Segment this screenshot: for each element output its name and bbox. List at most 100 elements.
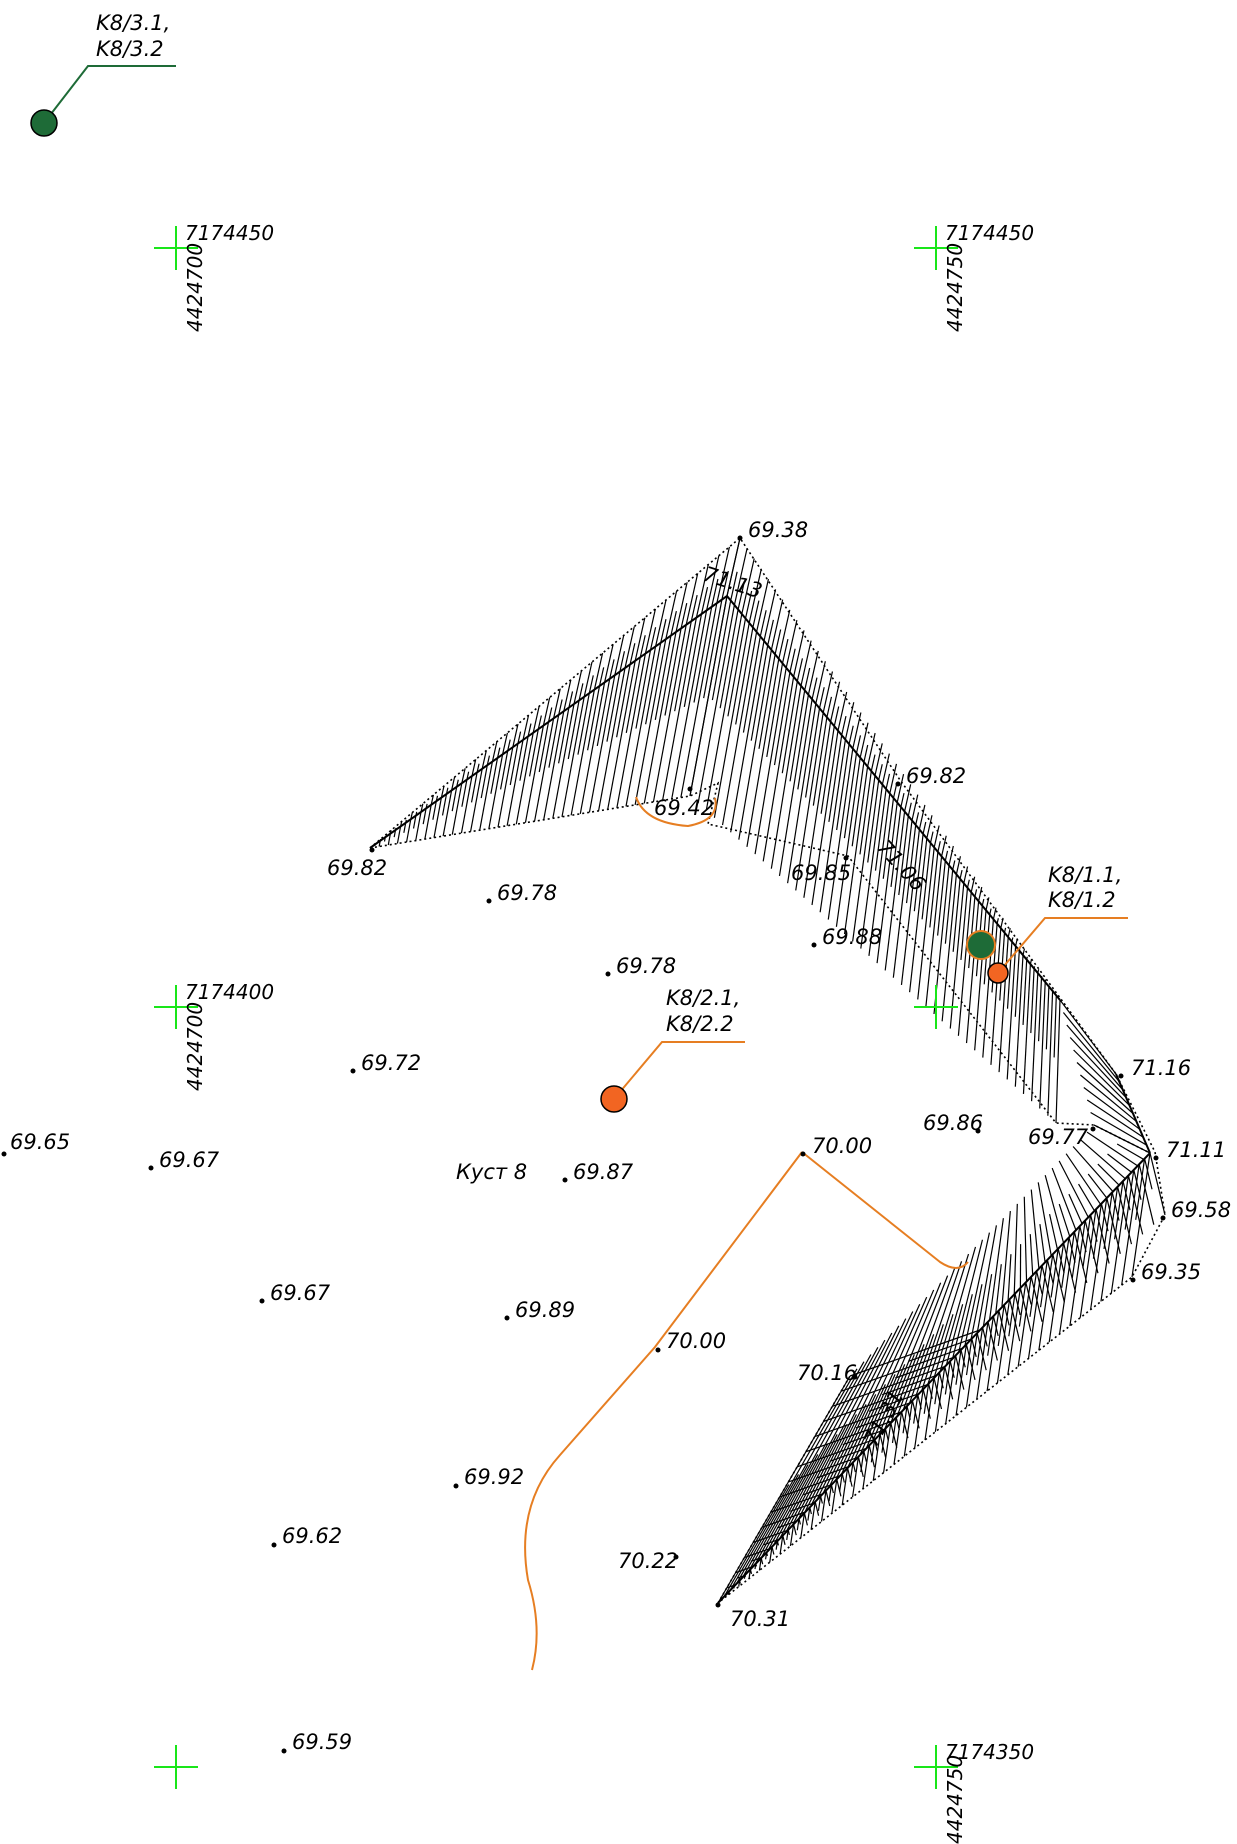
hatch-stroke: [900, 829, 920, 986]
hatch-stroke: [403, 822, 407, 833]
well-marker-green[interactable]: [30, 109, 58, 137]
hatch-stroke: [629, 643, 636, 665]
hatch-stroke: [481, 750, 487, 769]
hatch-stroke: [970, 1284, 983, 1340]
hatch-stroke: [675, 582, 688, 633]
hatch-stroke: [1076, 1062, 1134, 1114]
hatch-stroke: [689, 595, 728, 797]
hatch-stroke: [643, 631, 677, 804]
hatch-stroke: [690, 594, 698, 622]
hatch-stroke: [752, 1529, 789, 1544]
hatch-stroke: [862, 1445, 870, 1489]
hatch-stroke: [461, 779, 468, 807]
hatch-stroke: [811, 730, 839, 906]
hatch-stroke: [830, 681, 841, 722]
hatch-stroke: [1029, 1234, 1034, 1276]
hatch-stroke: [748, 568, 762, 624]
hatch-stroke: [542, 697, 551, 726]
hatch-stroke: [820, 726, 835, 814]
hatch-stroke: [1090, 1197, 1108, 1310]
hatch-stroke: [665, 591, 678, 640]
hatch-stroke: [896, 774, 905, 803]
contour-line-main: [524, 1151, 969, 1671]
hatch-stroke: [960, 887, 969, 961]
hatch-stroke: [1144, 1158, 1153, 1190]
spot-elevation: 70.00: [655, 1329, 726, 1353]
hatch-stroke: [507, 739, 511, 751]
hatch-stroke: [680, 602, 688, 629]
embankment-toe-outline: [369, 536, 1166, 1604]
hatch-stroke: [1030, 968, 1035, 1034]
hatch-stroke: [700, 586, 709, 615]
hatch-stroke: [763, 589, 777, 642]
hatch-stroke: [721, 570, 729, 600]
spot-elevation: 69.92: [453, 1465, 524, 1489]
grid-crosses: [154, 226, 958, 1789]
hatch-stroke: [1037, 977, 1043, 1042]
well-k8-2[interactable]: K8/2.1, K8/2.2: [600, 986, 745, 1113]
hatch-stroke: [735, 1474, 800, 1585]
hatch-stroke: [997, 1304, 1005, 1347]
hatch-stroke: [811, 677, 818, 700]
hatch-stroke: [558, 699, 563, 715]
hatch-stroke: [944, 1361, 951, 1395]
hatch-stroke: [561, 696, 585, 817]
hatch-stroke: [609, 659, 615, 679]
hatch-stroke: [570, 689, 595, 816]
site-label: Куст 8: [456, 1160, 527, 1184]
elevation-label: 69.82: [327, 856, 387, 880]
spot-elevation: 71.16: [1118, 1056, 1191, 1080]
leader-line: [997, 917, 1128, 974]
elevation-label: 69.67: [270, 1281, 331, 1305]
hatch-stroke: [778, 694, 809, 877]
hatch-stroke: [1058, 1160, 1089, 1218]
hatch-stroke: [874, 1439, 878, 1452]
hatch-stroke: [537, 715, 542, 730]
hatch-stroke: [441, 793, 448, 816]
hatch-stroke: [512, 723, 519, 748]
hatch-stroke: [918, 804, 926, 830]
hatch-stroke: [852, 1462, 856, 1473]
hatch-stroke: [868, 793, 891, 956]
elevation-label: 69.78: [497, 881, 557, 905]
hatch-stroke: [832, 1365, 946, 1407]
hatch-stroke: [758, 1557, 762, 1571]
hatch-stroke: [1061, 1237, 1070, 1288]
hatch-stroke: [814, 1501, 820, 1516]
hatch-stroke: [849, 1462, 854, 1482]
well-k8-3[interactable]: K8/3.1, K8/3.2: [30, 11, 176, 137]
well-marker-orange[interactable]: [987, 962, 1009, 984]
well-marker-orange[interactable]: [600, 1085, 628, 1113]
hatch-stroke: [1038, 1254, 1054, 1351]
hatch-stroke: [1055, 999, 1061, 1124]
hatch-stroke: [774, 629, 782, 655]
well-marker-green[interactable]: [966, 930, 996, 960]
hatch-stroke: [927, 1253, 970, 1385]
hatch-stroke: [1048, 1213, 1059, 1250]
hatch-stroke: [506, 739, 524, 826]
hatch-stroke: [1138, 1164, 1155, 1225]
well-label-line1: K8/3.1,: [96, 11, 170, 35]
hatch-stroke: [1069, 1037, 1127, 1099]
hatch-stroke: [762, 676, 795, 862]
hatch-stroke: [996, 1299, 1011, 1384]
hatch-stroke: [460, 775, 473, 834]
hatch-stroke: [770, 685, 802, 869]
hatch-stroke: [915, 812, 920, 826]
hatch-stroke: [1079, 1138, 1126, 1180]
hatch-stroke: [578, 683, 584, 701]
hatch-stroke: [705, 613, 743, 811]
well-k8-1[interactable]: K8/1.1, K8/1.2: [966, 863, 1128, 984]
spot-elevation: 69.87: [562, 1160, 634, 1184]
elevation-label: 69.65: [10, 1130, 70, 1154]
hatch-stroke: [922, 821, 927, 835]
hatch-stroke: [735, 1566, 754, 1574]
hatch-stroke: [583, 661, 593, 697]
elevation-label: 69.35: [1141, 1260, 1201, 1284]
hatch-stroke: [479, 761, 493, 831]
hatch-stroke: [800, 1512, 805, 1538]
elevation-label: 69.38: [748, 518, 808, 542]
hatch-stroke: [891, 1417, 897, 1444]
hatch-stroke: [895, 1356, 955, 1379]
hatch-stroke: [966, 879, 970, 888]
